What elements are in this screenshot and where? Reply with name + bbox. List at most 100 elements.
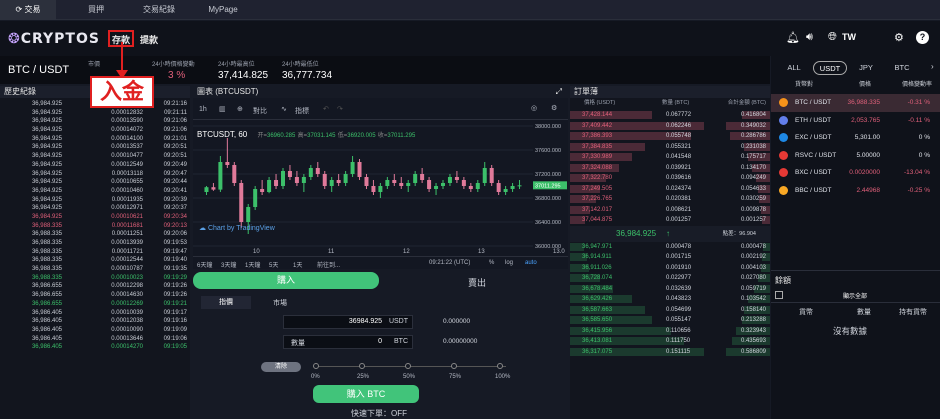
market-change: -0.11 %: [908, 116, 930, 124]
gear-icon[interactable]: ⚙: [894, 32, 904, 44]
bell-icon[interactable]: 🔔︎: [786, 32, 800, 44]
undo-icon[interactable]: ↶: [323, 106, 329, 113]
history-time: 09:19:53: [163, 240, 187, 246]
compare-button[interactable]: 對比: [253, 108, 267, 115]
deposit-button[interactable]: 存款: [112, 35, 131, 45]
market-row[interactable]: BXC / USDT 0.0020000 -13.04 %: [771, 164, 940, 182]
buy-tab[interactable]: 購入: [193, 272, 379, 289]
bid-row[interactable]: 36,317.075 0.151115 0.586809: [570, 347, 770, 358]
range-button[interactable]: 1天鐘: [245, 263, 261, 269]
globe-icon[interactable]: 🌐︎: [828, 31, 837, 43]
language-selector[interactable]: TW: [842, 32, 856, 42]
range-button[interactable]: 6天鐘: [197, 263, 213, 269]
bid-row[interactable]: 36,947.971 0.000478 0.000478: [570, 242, 770, 253]
slider-dot[interactable]: [451, 363, 457, 369]
ask-row[interactable]: 37,226.765 0.020381 0.030259: [570, 194, 770, 205]
buy-btc-button[interactable]: 購入 BTC: [313, 385, 419, 403]
chevron-right-icon[interactable]: ›: [931, 62, 934, 71]
bid-row[interactable]: 36,914.911 0.001715 0.002192: [570, 252, 770, 263]
history-row: 36,986.655 0.00014630 09:19:26: [0, 291, 190, 300]
slider-dot[interactable]: [313, 363, 319, 369]
history-amount: 0.00012549: [111, 161, 143, 168]
ask-row[interactable]: 37,409.442 0.062246 0.349032: [570, 121, 770, 132]
ask-row[interactable]: 37,428.144 0.067772 0.416804: [570, 110, 770, 121]
tab-trade-history[interactable]: 交易紀錄: [143, 5, 175, 14]
chart-toolbar: 1h ▥ ⊕ 對比 ∿ 指標 ↶ ↷ ◎ ⚙: [193, 100, 568, 120]
quick-order-toggle[interactable]: 快速下單：OFF: [351, 409, 407, 418]
range-button[interactable]: 5天: [269, 263, 279, 269]
history-time: 09:19:06: [163, 335, 187, 342]
history-time: 09:19:29: [163, 274, 187, 281]
bid-row[interactable]: 36,678.484 0.032639 0.059719: [570, 284, 770, 295]
redo-icon[interactable]: ↷: [337, 106, 343, 113]
ask-row[interactable]: 37,330.989 0.041548 0.175717: [570, 152, 770, 163]
candlestick-chart[interactable]: 38000.000 37600.000 37200.000 36800.000 3640…: [193, 122, 568, 254]
pct-slider[interactable]: [316, 366, 506, 367]
logo[interactable]: ❂CRYPTOS: [8, 31, 100, 47]
auto-toggle[interactable]: auto: [525, 260, 537, 266]
tab-mypage[interactable]: MyPage: [208, 5, 238, 14]
tab-buy-sell[interactable]: 買押: [88, 5, 104, 14]
slider-dot[interactable]: [405, 363, 411, 369]
range-button[interactable]: 3天鐘: [221, 263, 237, 269]
ask-row[interactable]: 37,384.835 0.055321 0.231038: [570, 142, 770, 153]
history-amount: 0.00013646: [111, 335, 143, 342]
history-row: 36,984.925 0.00013118 09:20:47: [0, 170, 190, 179]
bid-row[interactable]: 36,585.650 0.055147 0.213288: [570, 315, 770, 326]
bid-row[interactable]: 36,415.956 0.110656 0.323943: [570, 326, 770, 337]
camera-icon[interactable]: ◎: [531, 105, 538, 112]
compare-icon[interactable]: ⊕: [237, 106, 243, 113]
market-row[interactable]: EXC / USDT 5,301.00 0 %: [771, 129, 940, 147]
range-button[interactable]: 1天: [293, 263, 303, 269]
ask-row[interactable]: 37,324.088 0.039921 0.134170: [570, 163, 770, 174]
log-toggle[interactable]: log: [505, 260, 514, 266]
pct-toggle[interactable]: %: [489, 260, 495, 266]
market-tab[interactable]: 市場: [273, 300, 287, 307]
ask-row[interactable]: 37,386.393 0.055748 0.286786: [570, 131, 770, 142]
speaker-icon[interactable]: 🔊︎: [806, 31, 813, 43]
history-amount: 0.00011251: [111, 231, 143, 238]
ask-qty: 0.020381: [666, 196, 692, 202]
interval-button[interactable]: 1h: [199, 106, 207, 113]
tab-trade[interactable]: ⟳ 交易: [0, 0, 56, 20]
bid-row[interactable]: 36,587.663 0.054699 0.158140: [570, 305, 770, 316]
clock-text: 09:21:22 (UTC): [429, 260, 471, 266]
ask-row[interactable]: 37,044.875 0.001257 0.001257: [570, 215, 770, 226]
price-input[interactable]: 36984.925 USDT: [283, 315, 413, 329]
market-row[interactable]: BBC / USDT 2.44968 -0.25 %: [771, 182, 940, 200]
candle-body: [399, 183, 404, 186]
slider-dot[interactable]: [497, 363, 503, 369]
ask-row[interactable]: 37,142.017 0.008621 0.009878: [570, 205, 770, 216]
slider-dot[interactable]: [359, 363, 365, 369]
market-tab-all[interactable]: ALL: [787, 63, 801, 72]
ask-depth-bar: [570, 184, 600, 193]
ask-row[interactable]: 37,322.780 0.039616 0.094249: [570, 173, 770, 184]
clear-button[interactable]: 清除: [261, 362, 301, 372]
market-tab-jpy[interactable]: JPY: [859, 63, 873, 72]
history-time: 09:20:39: [163, 196, 187, 203]
candle-type-icon[interactable]: ▥: [219, 106, 226, 113]
settings-icon[interactable]: ⚙: [551, 105, 558, 112]
limit-tab[interactable]: 指價: [201, 296, 251, 309]
market-row[interactable]: BTC / USDT 36,988.335 -0.31 %: [771, 94, 940, 112]
withdraw-button[interactable]: 提款: [140, 35, 159, 45]
sell-tab[interactable]: 賣出: [468, 278, 487, 288]
help-icon[interactable]: ?: [916, 31, 929, 44]
show-all-checkbox[interactable]: [775, 291, 783, 299]
market-tab-usdt[interactable]: USDT: [813, 61, 847, 75]
bid-row[interactable]: 36,629.426 0.043823 0.103542: [570, 294, 770, 305]
market-row[interactable]: ETH / USDT 2,053.765 -0.11 %: [771, 112, 940, 130]
market-tab-btc[interactable]: BTC: [894, 63, 910, 72]
market-row[interactable]: RSVC / USDT 5.00000 0 %: [771, 147, 940, 165]
range-button[interactable]: 前往到...: [317, 263, 341, 269]
history-amount: 0.00013939: [111, 240, 143, 246]
ask-total-bar: [756, 174, 770, 182]
bid-row[interactable]: 36,911.026 0.001910 0.004103: [570, 263, 770, 274]
qty-input[interactable]: 0 BTC: [283, 335, 413, 349]
indicator-button[interactable]: 指標: [295, 108, 309, 115]
expand-icon[interactable]: ⤢: [555, 87, 562, 96]
indicator-icon[interactable]: ∿: [281, 106, 287, 113]
bid-row[interactable]: 36,728.074 0.022977 0.027080: [570, 273, 770, 284]
ask-row[interactable]: 37,249.505 0.024374 0.054633: [570, 184, 770, 195]
bid-row[interactable]: 36,413.081 0.111750 0.435693: [570, 336, 770, 347]
